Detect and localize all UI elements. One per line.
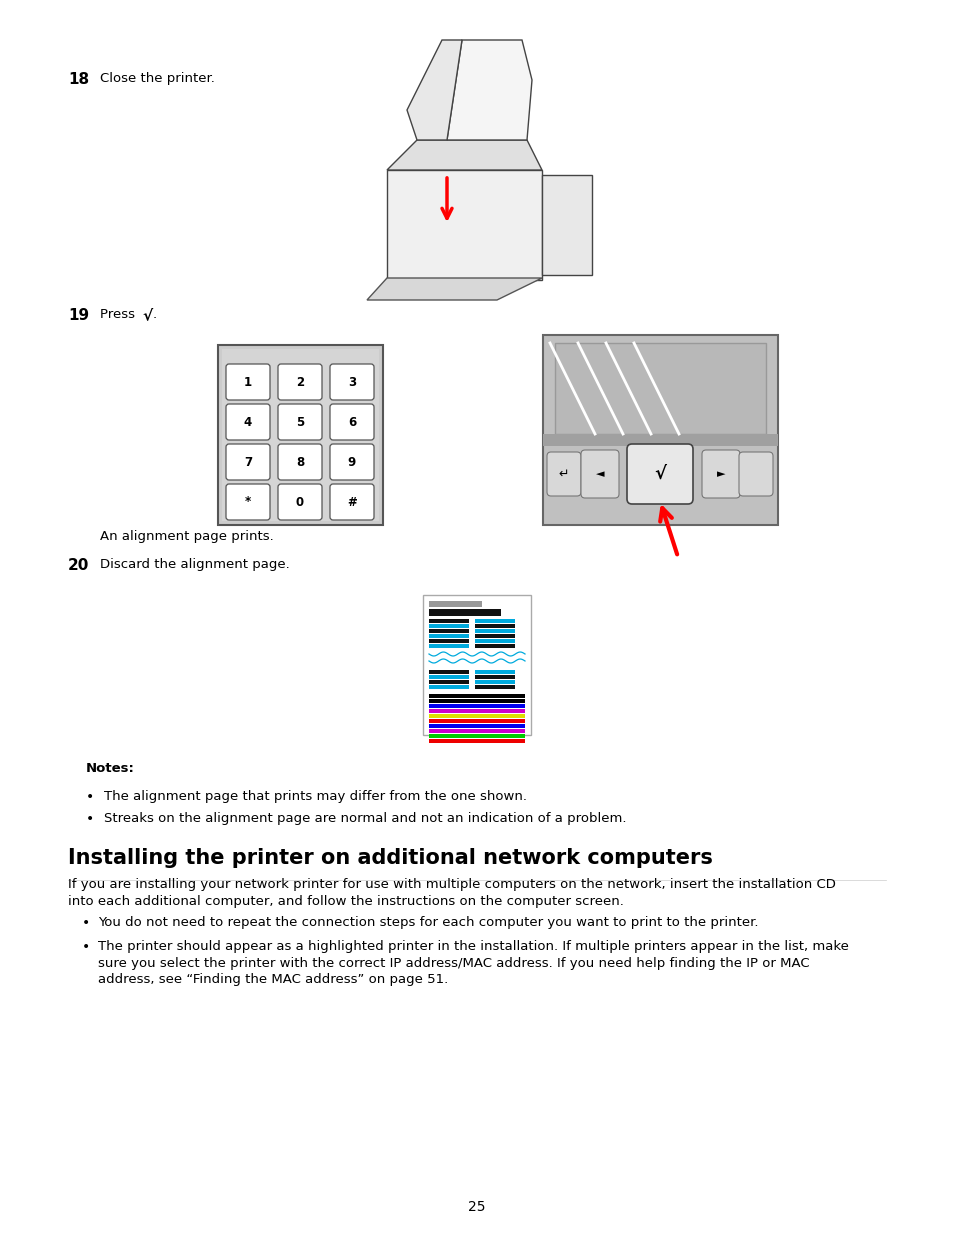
Bar — [429, 624, 469, 627]
Text: •: • — [82, 916, 91, 930]
Bar — [475, 629, 515, 632]
Text: Installing the printer on additional network computers: Installing the printer on additional net… — [68, 848, 712, 868]
Bar — [429, 704, 524, 708]
Bar — [429, 709, 524, 713]
FancyBboxPatch shape — [218, 345, 382, 525]
Bar — [475, 619, 515, 622]
Bar — [429, 671, 469, 673]
Bar — [429, 629, 469, 632]
Text: 6: 6 — [348, 415, 355, 429]
FancyBboxPatch shape — [277, 364, 322, 400]
FancyBboxPatch shape — [330, 484, 374, 520]
Text: If you are installing your network printer for use with multiple computers on th: If you are installing your network print… — [68, 878, 835, 908]
Text: 7: 7 — [244, 456, 252, 468]
Polygon shape — [447, 40, 532, 140]
FancyBboxPatch shape — [222, 350, 378, 521]
FancyBboxPatch shape — [422, 595, 531, 735]
Bar — [475, 676, 515, 678]
Text: *: * — [245, 495, 251, 509]
Bar — [475, 643, 515, 647]
Text: √: √ — [654, 466, 665, 483]
FancyBboxPatch shape — [387, 170, 541, 280]
Bar — [429, 699, 524, 703]
Bar — [429, 739, 524, 742]
FancyBboxPatch shape — [226, 404, 270, 440]
FancyBboxPatch shape — [226, 364, 270, 400]
Text: 0: 0 — [295, 495, 304, 509]
Text: You do not need to repeat the connection steps for each computer you want to pri: You do not need to repeat the connection… — [98, 916, 758, 929]
Polygon shape — [367, 278, 541, 300]
Text: Streaks on the alignment page are normal and not an indication of a problem.: Streaks on the alignment page are normal… — [104, 811, 626, 825]
Text: .: . — [152, 308, 157, 321]
FancyBboxPatch shape — [277, 445, 322, 480]
FancyBboxPatch shape — [739, 452, 772, 496]
Text: •: • — [86, 811, 94, 826]
Bar — [475, 680, 515, 683]
Bar — [429, 619, 469, 622]
Bar — [475, 671, 515, 673]
FancyBboxPatch shape — [626, 445, 692, 504]
Text: 5: 5 — [295, 415, 304, 429]
Text: 8: 8 — [295, 456, 304, 468]
FancyBboxPatch shape — [277, 404, 322, 440]
Text: •: • — [82, 940, 91, 953]
Text: Notes:: Notes: — [86, 762, 134, 776]
Bar — [475, 685, 515, 688]
Bar — [542, 433, 778, 446]
FancyBboxPatch shape — [542, 335, 778, 525]
Bar — [475, 638, 515, 642]
Text: ↵: ↵ — [558, 468, 569, 480]
Bar — [429, 609, 500, 616]
Bar — [429, 724, 524, 727]
Bar — [429, 634, 469, 637]
Bar — [429, 638, 469, 642]
Text: The alignment page that prints may differ from the one shown.: The alignment page that prints may diffe… — [104, 790, 526, 803]
Bar — [429, 694, 524, 698]
Text: Press: Press — [100, 308, 139, 321]
Text: ►: ► — [716, 469, 724, 479]
Bar — [429, 729, 524, 732]
Text: Close the printer.: Close the printer. — [100, 72, 214, 85]
Text: 19: 19 — [68, 308, 89, 324]
FancyBboxPatch shape — [226, 445, 270, 480]
FancyBboxPatch shape — [580, 450, 618, 498]
Text: √: √ — [142, 308, 152, 324]
FancyBboxPatch shape — [330, 404, 374, 440]
Text: 18: 18 — [68, 72, 89, 86]
FancyBboxPatch shape — [555, 343, 765, 433]
Text: #: # — [347, 495, 356, 509]
Bar — [475, 624, 515, 627]
Polygon shape — [407, 40, 461, 140]
Bar — [429, 734, 524, 737]
Text: •: • — [86, 790, 94, 804]
Text: 2: 2 — [295, 375, 304, 389]
Text: 1: 1 — [244, 375, 252, 389]
Bar — [429, 680, 469, 683]
Bar — [429, 719, 524, 722]
FancyBboxPatch shape — [226, 484, 270, 520]
Text: 9: 9 — [348, 456, 355, 468]
Text: The printer should appear as a highlighted printer in the installation. If multi: The printer should appear as a highlight… — [98, 940, 848, 986]
Text: 4: 4 — [244, 415, 252, 429]
FancyBboxPatch shape — [701, 450, 740, 498]
Text: ◄: ◄ — [595, 469, 603, 479]
Text: An alignment page prints.: An alignment page prints. — [100, 530, 274, 543]
FancyBboxPatch shape — [541, 175, 592, 275]
FancyBboxPatch shape — [546, 452, 580, 496]
Bar — [429, 676, 469, 678]
Bar — [429, 685, 469, 688]
FancyBboxPatch shape — [330, 364, 374, 400]
Bar — [475, 634, 515, 637]
Bar — [429, 714, 524, 718]
Bar — [429, 643, 469, 647]
FancyBboxPatch shape — [330, 445, 374, 480]
Text: 20: 20 — [68, 558, 90, 573]
FancyBboxPatch shape — [277, 484, 322, 520]
Text: 25: 25 — [468, 1200, 485, 1214]
Text: Discard the alignment page.: Discard the alignment page. — [100, 558, 290, 571]
Polygon shape — [387, 140, 541, 170]
Bar — [429, 601, 481, 606]
Text: 3: 3 — [348, 375, 355, 389]
